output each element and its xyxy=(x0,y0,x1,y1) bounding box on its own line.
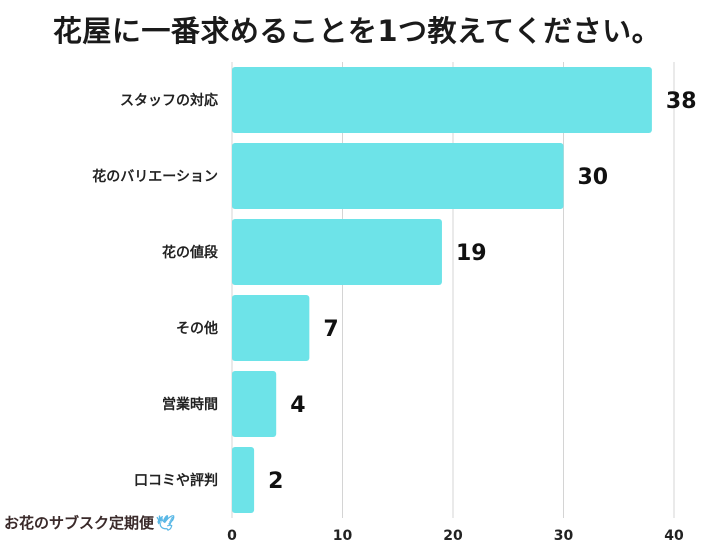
category-label: スタッフの対応 xyxy=(120,92,218,109)
bar xyxy=(232,67,652,133)
category-label: 花の値段 xyxy=(162,244,218,261)
watermark-text: お花のサブスク定期便 xyxy=(4,514,155,532)
data-label: 7 xyxy=(323,317,338,342)
x-tick-label: 0 xyxy=(227,528,237,544)
category-label: 花のバリエーション xyxy=(92,168,218,185)
brand-watermark: お花のサブスク定期便 🕊 xyxy=(4,512,175,533)
x-tick-label: 20 xyxy=(443,528,463,544)
x-tick-label: 10 xyxy=(333,528,353,544)
data-label: 38 xyxy=(666,89,697,114)
data-label: 4 xyxy=(290,393,305,418)
chart-title: 花屋に一番求めることを1つ教えてください。 xyxy=(52,14,662,48)
bar xyxy=(232,295,310,361)
bar xyxy=(232,371,277,437)
x-tick-label: 30 xyxy=(554,528,574,544)
data-label: 30 xyxy=(578,165,609,190)
bar xyxy=(232,447,255,513)
bar xyxy=(232,219,442,285)
data-label: 2 xyxy=(268,469,283,494)
category-label: 口コミや評判 xyxy=(134,472,218,489)
bar xyxy=(232,143,564,209)
bird-icon: 🕊 xyxy=(156,514,176,532)
data-label: 19 xyxy=(456,241,487,266)
x-tick-label: 40 xyxy=(664,528,684,544)
category-label: 営業時間 xyxy=(162,396,218,413)
category-label: その他 xyxy=(176,320,218,337)
